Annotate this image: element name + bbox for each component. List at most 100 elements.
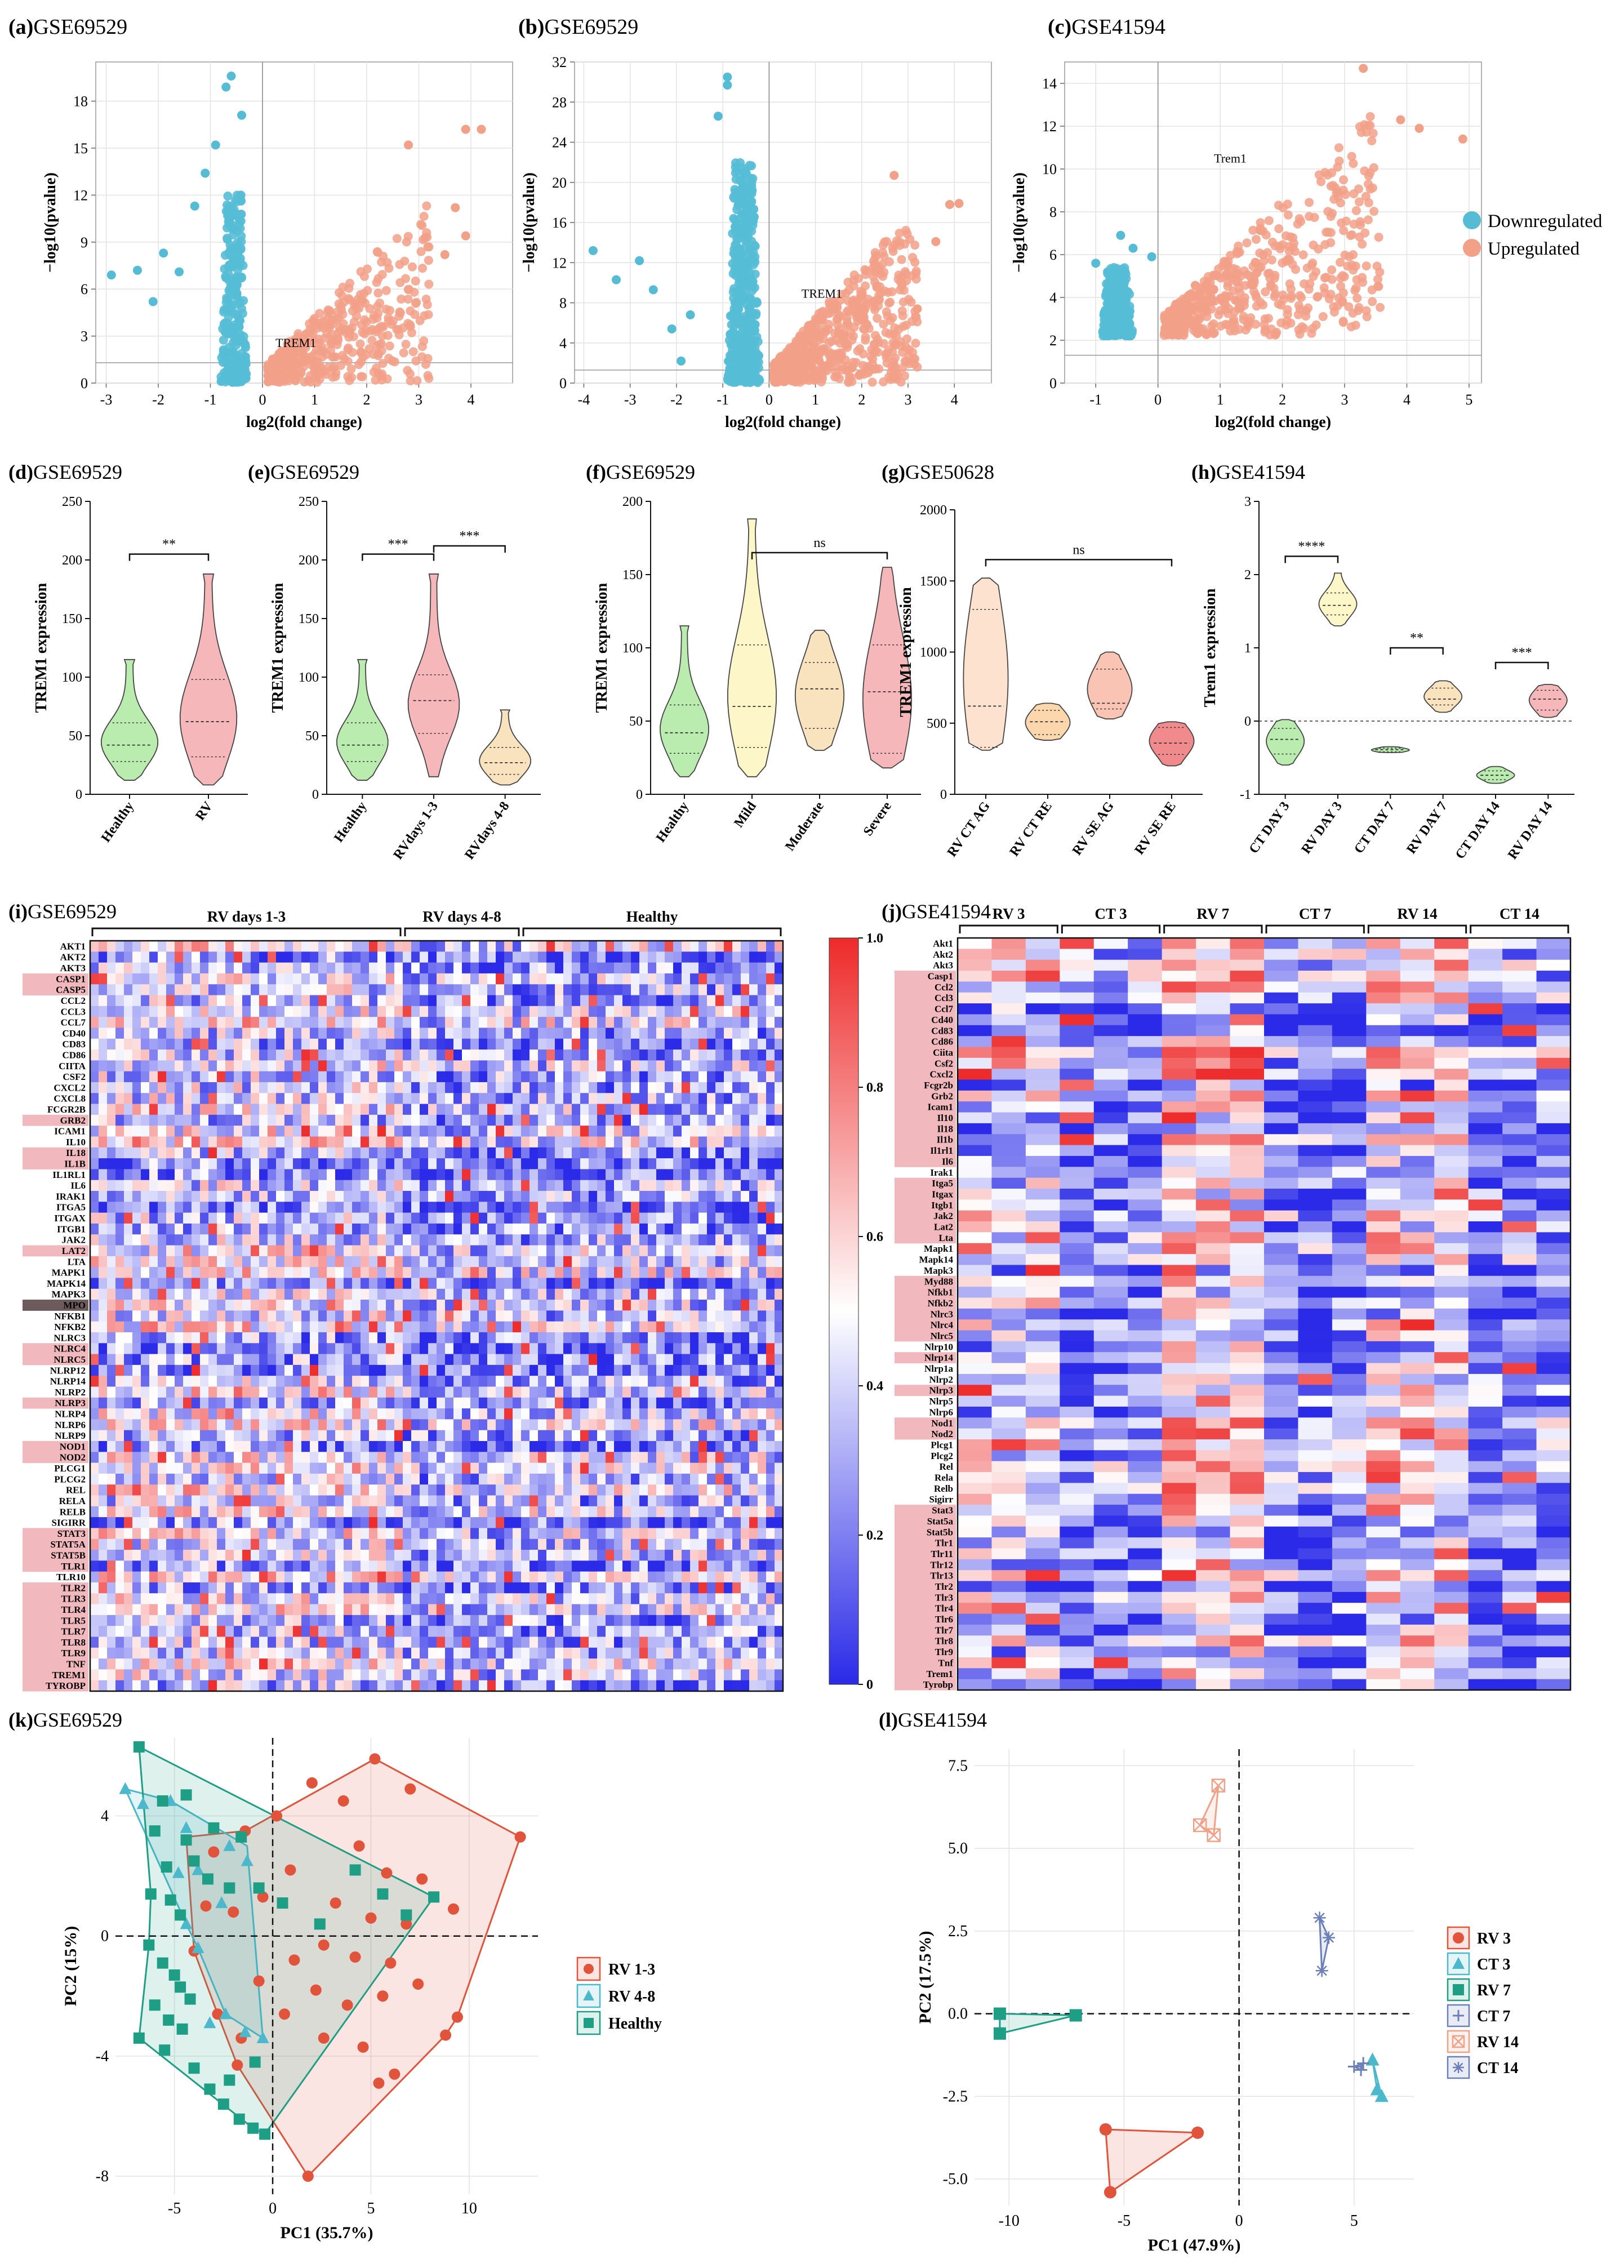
heatmap-cell — [158, 1028, 167, 1039]
heatmap-cell — [175, 1136, 184, 1148]
heatmap-cell — [293, 1104, 302, 1115]
heatmap-cell — [318, 1071, 327, 1083]
heatmap-cell — [656, 1169, 665, 1181]
heatmap-cell — [386, 1114, 395, 1126]
heatmap-cell — [234, 951, 243, 963]
heatmap-cell — [698, 1082, 708, 1093]
heatmap-cell — [301, 962, 310, 974]
heatmap-cell — [530, 1082, 539, 1093]
heatmap-cell — [310, 951, 319, 963]
heatmap-cell — [369, 1028, 378, 1039]
volcano-point-down — [224, 248, 234, 258]
heatmap-cell — [183, 1006, 192, 1017]
volcano-point-down — [736, 332, 746, 342]
heatmap-cell — [580, 1104, 589, 1115]
volcano-point-down — [1119, 303, 1129, 313]
volcano-point-down — [741, 370, 751, 379]
heatmap-cell — [234, 1158, 243, 1169]
heatmap-cell — [124, 1158, 133, 1169]
heatmap-cell — [335, 941, 344, 952]
heatmap-cell — [420, 1006, 429, 1017]
volcano-point-up — [884, 372, 893, 382]
heatmap-cell — [115, 1180, 124, 1191]
volcano-point-down — [225, 240, 235, 250]
heatmap-cell — [284, 1104, 293, 1115]
volcano-point-up — [388, 317, 398, 326]
heatmap-cell — [149, 1049, 158, 1061]
heatmap-cell — [555, 951, 564, 963]
heatmap-cell — [284, 1191, 293, 1202]
volcano-point-down — [746, 316, 755, 326]
heatmap-cell — [690, 1006, 699, 1017]
heatmap-cell — [572, 1060, 581, 1072]
heatmap-cell — [394, 1136, 403, 1148]
heatmap-cell — [504, 1180, 513, 1191]
heatmap-cell — [377, 984, 386, 996]
heatmap-cell — [403, 1006, 412, 1017]
volcano-point-up — [775, 375, 784, 384]
heatmap-cell — [276, 1191, 285, 1202]
heatmap-cell — [352, 951, 361, 963]
heatmap-cell — [580, 1082, 589, 1093]
panel-a-heading: (a)GSE69529 — [8, 15, 127, 39]
heatmap-cell — [335, 1071, 344, 1083]
heatmap-cell — [521, 973, 530, 985]
heatmap-cell — [665, 1114, 674, 1126]
heatmap-cell — [284, 1006, 293, 1017]
heatmap-cell — [563, 1147, 572, 1159]
heatmap-cell — [622, 962, 631, 974]
tick-label-x: -1 — [1089, 392, 1102, 408]
heatmap-cell — [99, 1060, 108, 1072]
heatmap-cell — [403, 951, 412, 963]
heatmap-cell — [606, 1126, 615, 1137]
heatmap-cell — [775, 1147, 784, 1159]
heatmap-cell — [361, 1126, 370, 1137]
heatmap-cell — [124, 1169, 133, 1181]
heatmap-cell — [715, 1158, 724, 1169]
heatmap-cell — [749, 1191, 758, 1202]
heatmap-cell — [766, 941, 775, 952]
volcano-point-up — [1362, 312, 1372, 322]
heatmap-cell — [183, 1060, 192, 1072]
volcano-point-up — [804, 345, 813, 355]
heatmap-cell — [284, 1028, 293, 1039]
heatmap-cell — [470, 1136, 479, 1148]
heatmap-cell — [758, 1060, 767, 1072]
heatmap-cell — [470, 1180, 479, 1191]
heatmap-cell — [572, 1017, 581, 1029]
heatmap-cell — [775, 941, 784, 952]
heatmap-cell — [648, 973, 657, 985]
heatmap-cell — [437, 1093, 446, 1105]
heatmap-cell — [589, 1006, 598, 1017]
heatmap-cell — [242, 1136, 251, 1148]
heatmap-cell — [453, 1017, 462, 1029]
heatmap-cell — [453, 973, 462, 985]
violin-category-label: Healthy — [99, 799, 137, 846]
heatmap-cell — [732, 1017, 741, 1029]
heatmap-cell — [572, 1158, 581, 1169]
heatmap-cell — [217, 1093, 226, 1105]
heatmap-cell — [496, 984, 505, 996]
heatmap-cell — [251, 1180, 260, 1191]
volcano-point-up — [1207, 304, 1216, 314]
volcano-point-down — [729, 214, 738, 223]
heatmap-cell — [732, 1114, 741, 1126]
heatmap-cell — [234, 1180, 243, 1191]
heatmap-cell — [352, 1060, 361, 1072]
volcano-point-down — [751, 299, 761, 308]
heatmap-cell — [420, 1038, 429, 1050]
heatmap-cell — [115, 1006, 124, 1017]
heatmap-cell — [251, 1114, 260, 1126]
panel-f-letter: (f) — [586, 461, 606, 483]
heatmap-cell — [606, 1028, 615, 1039]
heatmap-cell — [377, 1060, 386, 1072]
volcano-point-up — [1322, 228, 1331, 237]
heatmap-cell — [234, 1071, 243, 1083]
heatmap-cell — [715, 1191, 724, 1202]
heatmap-cell — [166, 1038, 175, 1050]
heatmap-cell — [335, 1169, 344, 1181]
heatmap-cell — [546, 1158, 555, 1169]
heatmap-cell — [538, 1038, 547, 1050]
volcano-point-down — [737, 209, 746, 219]
volcano-point-down — [237, 272, 246, 282]
